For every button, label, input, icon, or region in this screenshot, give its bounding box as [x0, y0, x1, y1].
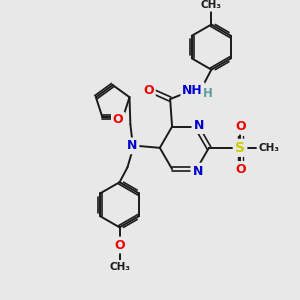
Text: CH₃: CH₃ [109, 262, 130, 272]
Text: H: H [202, 87, 212, 100]
Text: O: O [143, 84, 154, 97]
Text: NH: NH [182, 84, 203, 97]
Text: N: N [192, 165, 203, 178]
Text: N: N [127, 140, 137, 152]
Text: O: O [113, 113, 124, 126]
Text: O: O [235, 120, 246, 133]
Text: O: O [114, 238, 125, 251]
Text: CH₃: CH₃ [201, 0, 222, 10]
Text: S: S [235, 141, 245, 155]
Text: N: N [194, 119, 204, 132]
Text: CH₃: CH₃ [258, 143, 279, 153]
Text: O: O [235, 163, 246, 176]
